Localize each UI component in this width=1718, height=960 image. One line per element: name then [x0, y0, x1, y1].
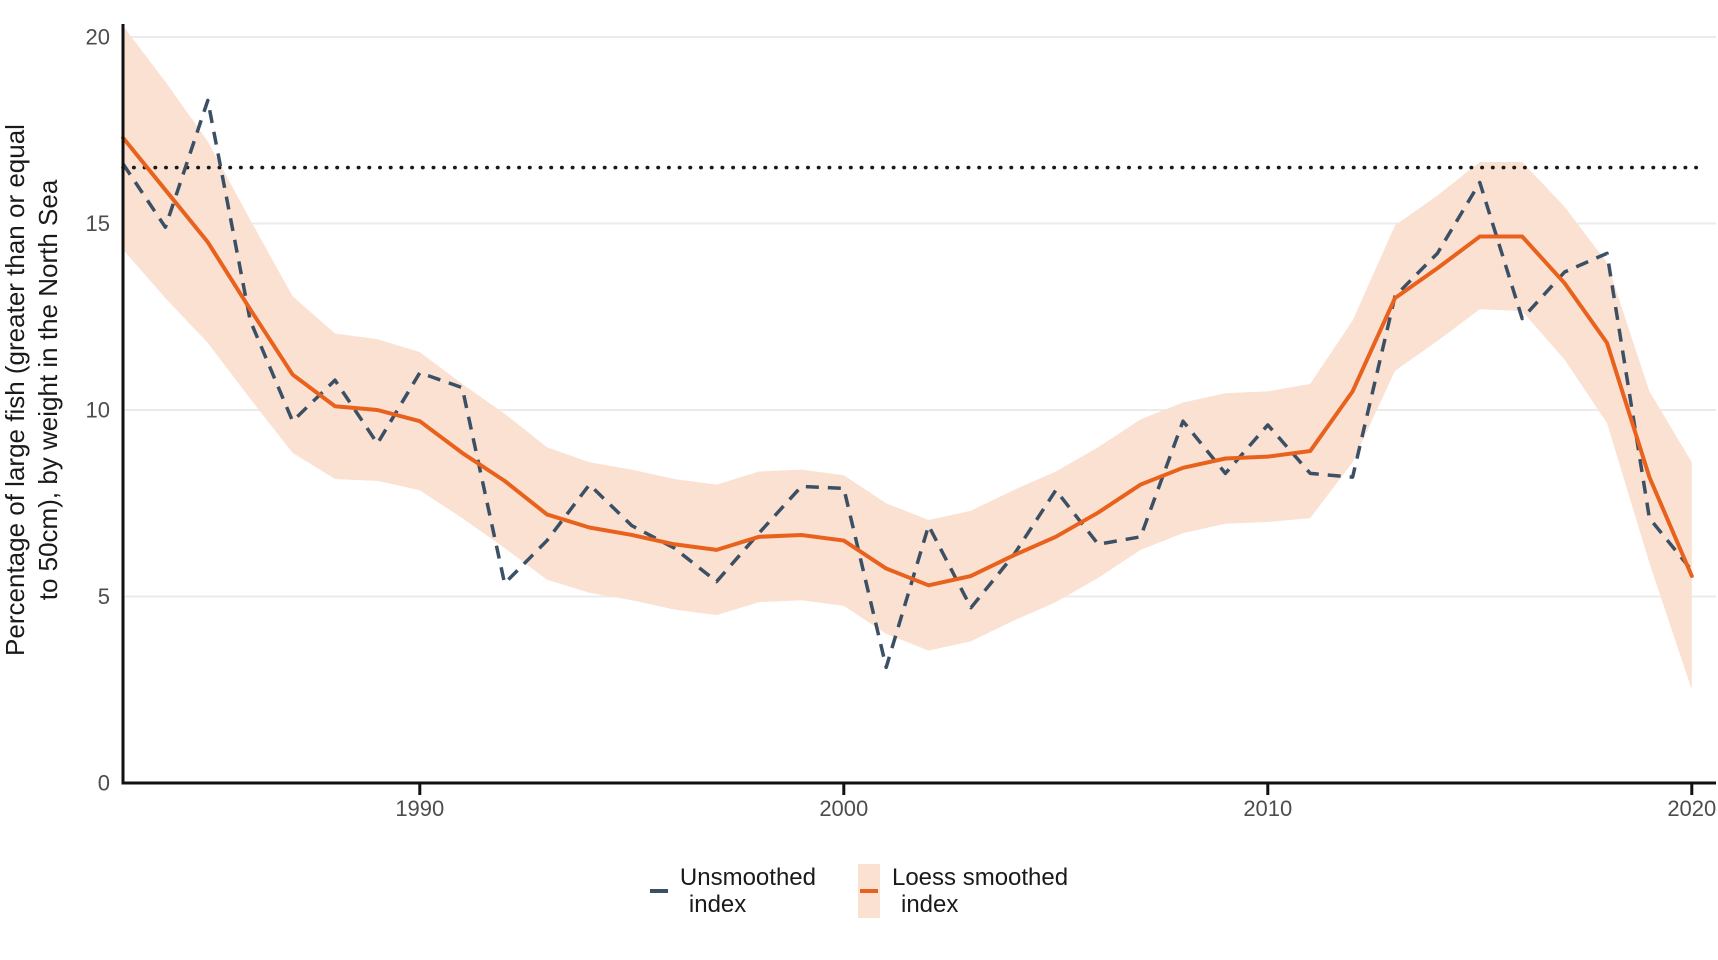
- y-tick-label-0: 0: [98, 771, 110, 796]
- x-tick-label-1990: 1990: [395, 796, 444, 821]
- x-tick-label-2000: 2000: [819, 796, 868, 821]
- axis-ticks: 0 5 10 15 20 1990 2000 2010 2020: [86, 25, 1717, 821]
- unsmoothed-index-line: [121, 98, 1694, 670]
- legend-key-line-swatch: [859, 889, 878, 893]
- legend-label-loess: Loess smoothed index: [891, 864, 1069, 918]
- gridlines: [123, 36, 1716, 598]
- legend-key-band-swatch: [857, 864, 880, 918]
- x-tick-label-2010: 2010: [1243, 796, 1292, 821]
- loess-smoothed-line: [121, 135, 1694, 588]
- legend-key-dash-swatch: [649, 889, 668, 893]
- legend-item-unsmoothed: Unsmoothed index: [649, 864, 816, 918]
- legend-item-loess: Loess smoothed index: [857, 864, 1069, 918]
- y-tick-label-15: 15: [86, 211, 110, 236]
- y-tick-label-5: 5: [98, 584, 110, 609]
- loess-confidence-band: [123, 25, 1692, 690]
- legend: Unsmoothed index Loess smoothed index: [0, 864, 1718, 918]
- y-axis-title-line1: Percentage of large fish (greater than o…: [0, 124, 30, 656]
- confidence-band: [123, 25, 1692, 690]
- y-tick-label-10: 10: [86, 398, 110, 423]
- x-tick-label-2020: 2020: [1667, 796, 1716, 821]
- legend-label-unsmoothed: Unsmoothed index: [679, 864, 816, 918]
- y-tick-label-20: 20: [86, 25, 110, 50]
- data-series: [121, 98, 1694, 670]
- y-axis-title-line2: to 50cm), by weight in the North Sea: [33, 179, 63, 600]
- axes: [121, 24, 1716, 785]
